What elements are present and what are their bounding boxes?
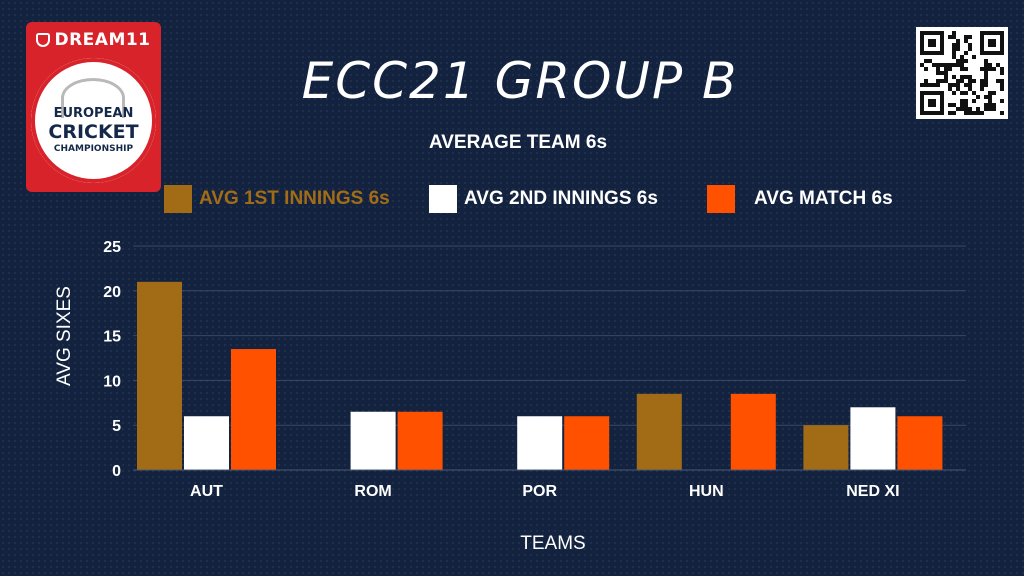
- x-tick-por: POR: [522, 483, 557, 500]
- legend-item-1st-innings: AVG 1ST INNINGS 6s: [164, 185, 390, 213]
- y-tick-15: 15: [103, 329, 121, 346]
- chart-legend: AVG 1ST INNINGS 6s AVG 2ND INNINGS 6s AV…: [0, 185, 1024, 217]
- legend-label-match: AVG MATCH 6s: [754, 188, 893, 209]
- bar-hun-series-1: [636, 393, 682, 470]
- bar-aut-series-3: [231, 349, 276, 470]
- y-tick-0: 0: [112, 463, 121, 480]
- y-tick-5: 5: [112, 418, 121, 435]
- legend-swatch-2nd-innings: [429, 185, 457, 213]
- legend-item-match: AVG MATCH 6s: [707, 185, 893, 213]
- cricket-ball-icon: [61, 78, 125, 118]
- y-tick-20: 20: [103, 284, 121, 301]
- chart-title: ECC21 GROUP B: [301, 52, 739, 110]
- logo-brand: DREAM11: [54, 30, 151, 50]
- logo-line3: CHAMPIONSHIP: [53, 144, 134, 154]
- x-tick-hun: HUN: [689, 483, 724, 500]
- bar-por-series-3: [564, 416, 610, 470]
- logo-badge: EUROPEAN CRICKET CHAMPIONSHIP: [31, 58, 156, 183]
- dream11-shield-icon: [36, 33, 51, 47]
- legend-swatch-match: [707, 185, 735, 213]
- legend-item-2nd-innings: AVG 2ND INNINGS 6s: [429, 185, 658, 213]
- y-axis-label: AVG SIXES: [54, 286, 75, 386]
- x-tick-rom: ROM: [354, 483, 391, 500]
- bar-aut-series-2: [184, 416, 229, 470]
- legend-label-1st-innings: AVG 1ST INNINGS 6s: [199, 188, 390, 209]
- logo-line1: EUROPEAN: [53, 106, 134, 121]
- bar-rom-series-3: [397, 411, 443, 470]
- bar-ned-xi-series-2: [850, 407, 896, 470]
- bar-por-series-2: [517, 416, 563, 470]
- bar-aut-series-1: [137, 281, 182, 470]
- chart-subtitle: AVERAGE TEAM 6s: [428, 132, 608, 153]
- x-tick-ned-xi: NED XI: [846, 483, 899, 500]
- x-axis-label: TEAMS: [520, 533, 585, 554]
- bar-rom-series-2: [350, 411, 396, 470]
- bar-ned-xi-series-3: [897, 416, 943, 470]
- qr-code-icon[interactable]: [916, 27, 1008, 119]
- y-tick-25: 25: [103, 239, 121, 256]
- legend-label-2nd-innings: AVG 2ND INNINGS 6s: [464, 188, 658, 209]
- bar-ned-xi-series-1: [803, 425, 849, 470]
- dream11-ecc-logo: DREAM11 EUROPEAN CRICKET CHAMPIONSHIP: [26, 22, 161, 192]
- y-tick-10: 10: [103, 373, 121, 390]
- logo-line2: CRICKET: [48, 121, 139, 143]
- bar-hun-series-3: [730, 393, 776, 470]
- legend-swatch-1st-innings: [164, 185, 192, 213]
- x-tick-aut: AUT: [190, 483, 223, 500]
